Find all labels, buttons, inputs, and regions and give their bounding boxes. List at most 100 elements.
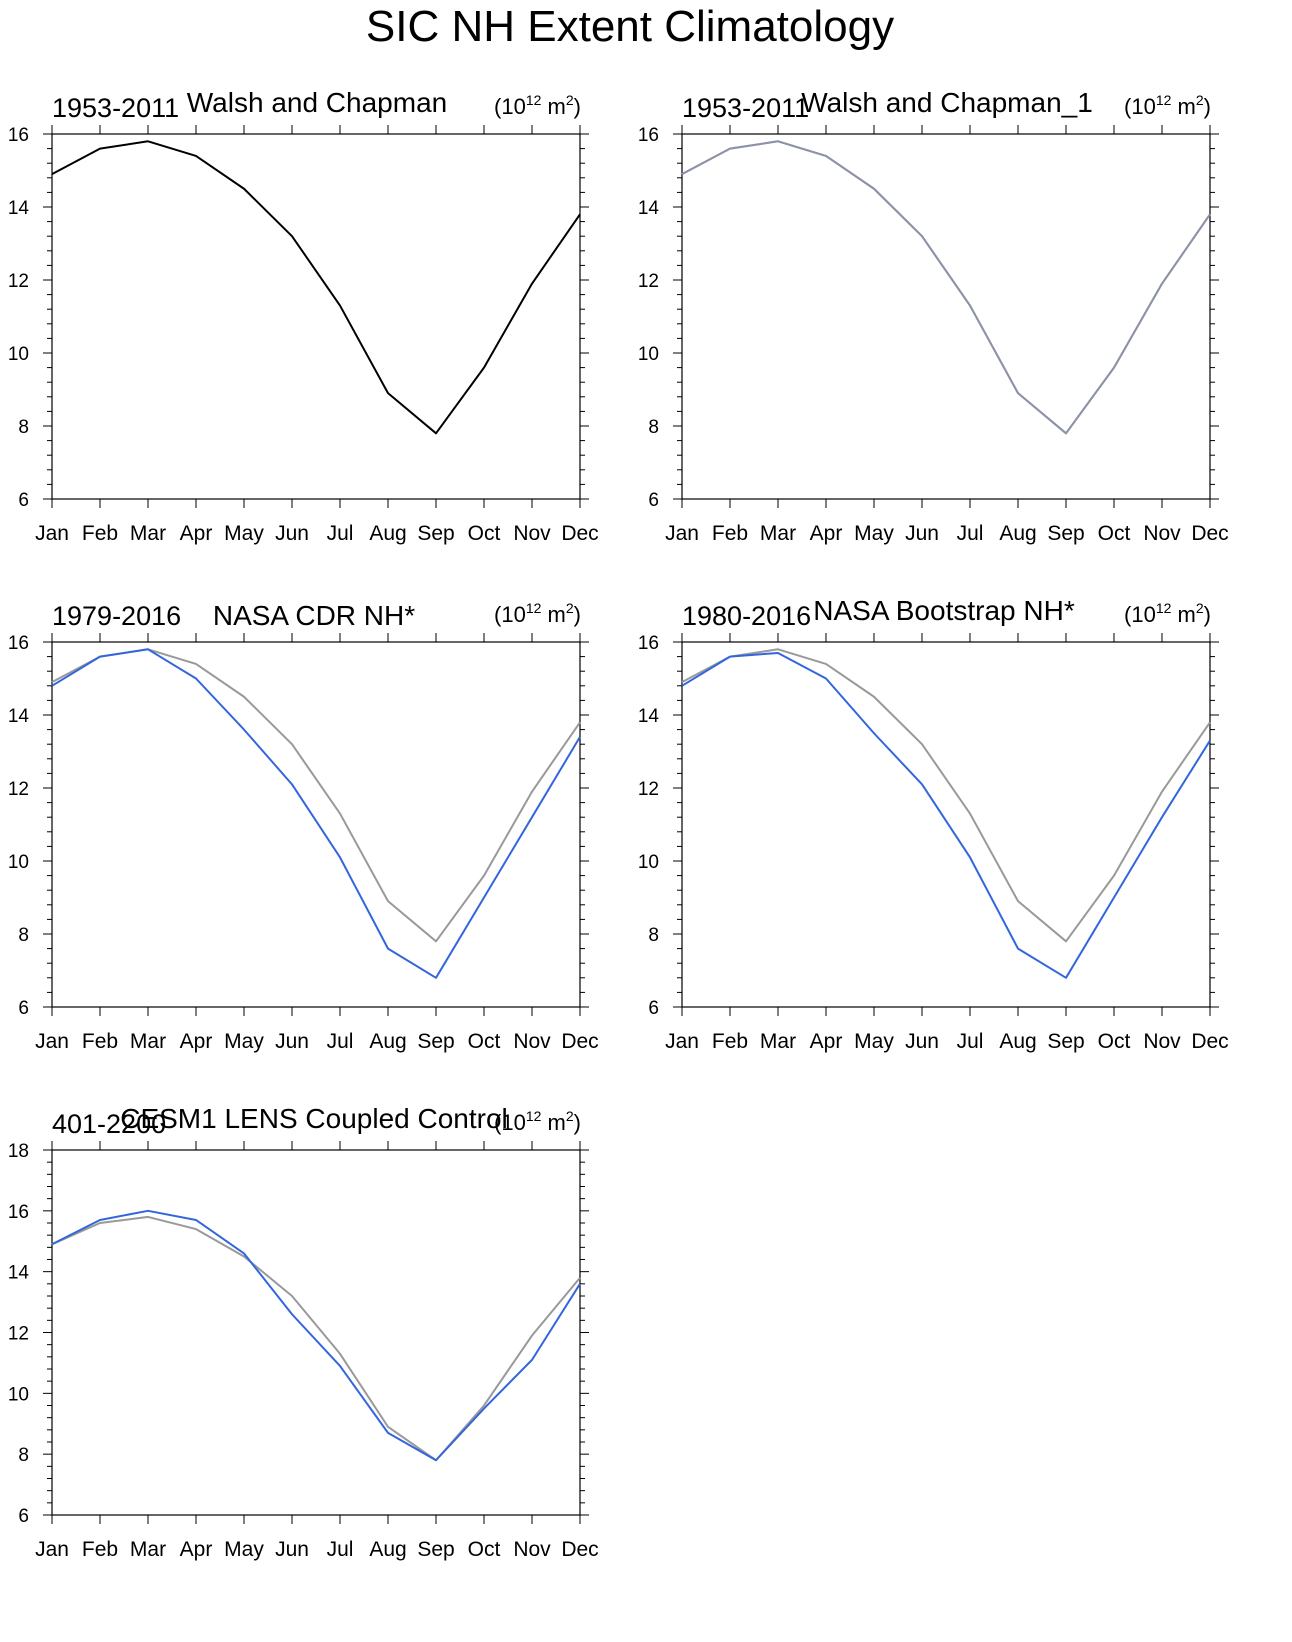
x-tick-label: May <box>854 522 894 545</box>
series-line-walsh-and-chapman <box>681 648 1211 943</box>
y-tick-label: 10 <box>638 852 659 873</box>
plot-frame <box>681 641 1211 1008</box>
y-tick-label: 16 <box>8 1202 29 1223</box>
panel-center-string: Walsh and Chapman_1 <box>801 87 1093 118</box>
y-tick-label: 6 <box>18 490 29 511</box>
x-tick-label: Sep <box>417 1030 454 1053</box>
panel-units: (1012 m2) <box>494 92 581 119</box>
x-tick-label: Mar <box>760 522 796 545</box>
y-tick-label: 8 <box>18 417 29 438</box>
x-tick-label: May <box>854 1030 894 1053</box>
panel-units: (1012 m2) <box>1124 92 1211 119</box>
panel-left-string: 1980-2016 <box>682 601 811 631</box>
x-tick-label: Feb <box>82 1030 118 1053</box>
x-tick-label: Jun <box>275 522 309 545</box>
series-line-walsh-and-chapman <box>681 140 1211 435</box>
panel-left-string: 1953-2011 <box>682 93 809 123</box>
x-tick-label: Jul <box>327 522 354 545</box>
figure-title: SIC NH Extent Climatology <box>365 2 895 51</box>
y-tick-label: 14 <box>638 198 660 219</box>
plot-frame <box>51 133 581 500</box>
x-tick-label: Sep <box>417 522 454 545</box>
x-tick-label: Apr <box>180 1538 213 1561</box>
y-tick-label: 10 <box>8 852 29 873</box>
y-tick-label: 10 <box>8 344 29 365</box>
x-tick-label: Jan <box>35 1030 69 1053</box>
x-tick-label: Apr <box>810 1030 843 1053</box>
y-tick-label: 8 <box>648 925 659 946</box>
panel-units: (1012 m2) <box>1124 600 1211 627</box>
y-tick-label: 14 <box>8 198 30 219</box>
x-tick-label: Apr <box>180 1030 213 1053</box>
y-tick-label: 16 <box>8 125 29 146</box>
y-tick-label: 12 <box>638 271 659 292</box>
x-tick-label: Mar <box>130 1030 166 1053</box>
y-tick-label: 10 <box>8 1384 29 1405</box>
x-tick-label: Aug <box>369 1538 406 1561</box>
x-tick-label: Oct <box>468 1030 501 1053</box>
y-tick-label: 16 <box>8 633 29 654</box>
y-tick-label: 18 <box>8 1141 29 1162</box>
x-tick-label: Dec <box>561 1538 598 1561</box>
x-tick-label: Jul <box>957 522 984 545</box>
x-tick-label: Jan <box>35 1538 69 1561</box>
plot-frame <box>681 133 1211 500</box>
y-tick-label: 12 <box>8 779 29 800</box>
x-tick-label: Jun <box>275 1538 309 1561</box>
y-tick-label: 8 <box>648 417 659 438</box>
x-tick-label: Mar <box>130 522 166 545</box>
series-line-cesm1-lens-coupled-control <box>51 1209 581 1462</box>
x-tick-label: Jan <box>665 522 699 545</box>
panel-center-string: NASA CDR NH* <box>213 600 415 631</box>
y-tick-label: 12 <box>8 1324 29 1345</box>
y-tick-label: 8 <box>18 925 29 946</box>
y-tick-label: 12 <box>8 271 29 292</box>
x-tick-label: Jun <box>905 522 939 545</box>
x-tick-label: Oct <box>468 1538 501 1561</box>
x-tick-label: Jul <box>327 1030 354 1053</box>
x-tick-label: Sep <box>417 1538 454 1561</box>
x-tick-label: Oct <box>1098 522 1131 545</box>
x-tick-label: Aug <box>999 1030 1036 1053</box>
y-tick-label: 16 <box>638 125 659 146</box>
x-tick-label: Feb <box>82 522 118 545</box>
x-tick-label: Apr <box>810 522 843 545</box>
series-line-walsh-and-chapman-1 <box>681 140 1211 435</box>
panel-3: Jan Feb Mar Apr May Jun Jul Aug Sep Oct Nov Dec 6 8 10… <box>8 600 599 1053</box>
x-tick-label: May <box>224 1030 264 1053</box>
panel-center-string: CESM1 LENS Coupled Control <box>120 1103 508 1134</box>
x-tick-label: Aug <box>369 522 406 545</box>
x-tick-label: Jun <box>905 1030 939 1053</box>
panel-left-string: 401-2200 <box>52 1109 166 1139</box>
x-tick-label: Jul <box>957 1030 984 1053</box>
x-tick-label: Nov <box>513 522 551 545</box>
x-tick-label: Jan <box>665 1030 699 1053</box>
y-tick-label: 6 <box>18 1506 29 1527</box>
x-tick-label: Feb <box>712 1030 748 1053</box>
x-tick-label: Dec <box>1191 522 1228 545</box>
x-tick-label: Jan <box>35 522 69 545</box>
series-line-nasa-bootstrap-nh <box>681 651 1211 979</box>
x-tick-label: Sep <box>1047 1030 1084 1053</box>
x-tick-label: Jun <box>275 1030 309 1053</box>
y-tick-label: 14 <box>8 1263 30 1284</box>
series-line-walsh-and-chapman <box>51 140 581 435</box>
x-tick-label: Nov <box>513 1538 551 1561</box>
panel-2: Jan Feb Mar Apr May Jun Jul Aug Sep Oct Nov Dec 6 8 10… <box>638 87 1229 545</box>
y-tick-label: 6 <box>18 998 29 1019</box>
x-tick-label: Feb <box>82 1538 118 1561</box>
panel-1: Jan Feb Mar Apr May Jun Jul Aug Sep Oct Nov Dec 6 8 10… <box>8 87 599 545</box>
x-tick-label: Nov <box>1143 522 1181 545</box>
panel-units: (1012 m2) <box>494 600 581 627</box>
y-tick-label: 6 <box>648 998 659 1019</box>
x-tick-label: May <box>224 522 264 545</box>
x-tick-label: Sep <box>1047 522 1084 545</box>
y-tick-label: 8 <box>18 1445 29 1466</box>
x-tick-label: Oct <box>1098 1030 1131 1053</box>
panel-left-string: 1979-2016 <box>52 601 181 631</box>
x-tick-label: May <box>224 1538 264 1561</box>
panel-units: (1012 m2) <box>494 1108 581 1135</box>
x-tick-label: Oct <box>468 522 501 545</box>
x-tick-label: Apr <box>180 522 213 545</box>
